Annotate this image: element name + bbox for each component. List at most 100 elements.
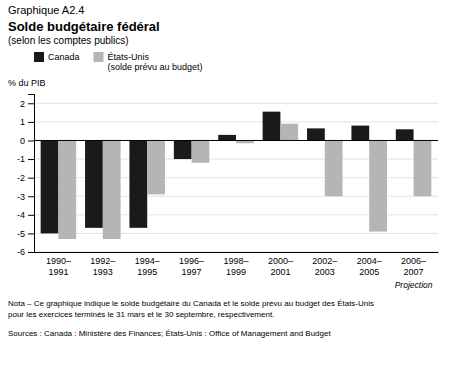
text-line: 2002– [312,256,337,266]
tick: -4 [17,210,34,220]
bar [351,126,369,141]
tick-mark [28,159,34,160]
tick: 1998–1999 [223,256,248,276]
tick-label: -6 [17,247,25,257]
tick: -1 [17,154,34,164]
text-line: États-Unis [108,52,150,62]
tick-mark [28,122,34,123]
text-line: 1993 [93,267,113,277]
tick-label: -2 [17,173,25,183]
zero-line [34,140,438,141]
tick: 2000–2001 [268,256,293,276]
text-line: 1992– [90,256,115,266]
note: Nota – Ce graphique indique le solde bud… [8,299,374,318]
tick: 0 [20,136,34,146]
bar [325,140,343,196]
y-axis: -6-5-4-3-2-1012 [17,95,35,258]
bar-series [41,112,414,234]
text-line: 1999 [226,267,246,277]
axis-line [35,252,439,253]
bars [41,112,432,239]
title: Graphique A2.4 [8,4,84,16]
plot: -6-5-4-3-2-10121990–19911992–19931994–19… [17,95,439,277]
text-line: 2006– [401,256,426,266]
bar [41,140,59,233]
tick: 2006–2007 [401,256,426,276]
bar [129,140,147,227]
x-axis: 1990–1991 1992–1993 1994–1995 1996–1997 1998… [35,253,439,277]
tick-mark [28,103,34,104]
tick-mark [28,215,34,216]
bar [218,135,236,141]
text-line: 1997 [182,267,202,277]
bar [263,112,281,141]
grid [34,103,438,252]
title: Solde budgétaire fédéral [8,19,160,34]
tick-mark [28,178,34,179]
tick: 1994–1995 [135,256,160,276]
grid-line [34,140,438,141]
tick-label: -1 [17,154,25,164]
grid-line [34,233,438,234]
legend-swatch [34,52,44,62]
tick: 2002–2003 [312,256,337,276]
tick-label: 2004–2005 [357,256,382,276]
tick: 1990–1991 [46,256,71,276]
text-line: 1994– [135,256,160,266]
tick-label: 2 [20,99,25,109]
legend: Canada États-Unis(solde prévu au budget) [34,52,203,72]
text-line: 2000– [268,256,293,266]
text-line: 1998– [223,256,248,266]
tick: -5 [17,229,34,239]
text-line: 1991 [48,267,68,277]
bar [414,140,432,196]
tick-label: 1990–1991 [46,256,71,276]
tick-label: 1 [20,117,25,127]
tick: 1996–1997 [179,256,204,276]
text-line: Canada [48,52,80,62]
grid-line [34,103,438,104]
bar-series [58,124,431,239]
bar [369,140,387,231]
tick-mark [28,233,34,234]
tick-label: 1996–1997 [179,256,204,276]
bar [174,140,192,159]
legend-item: États-Unis(solde prévu au budget) [94,52,203,72]
legend-item: Canada [34,52,80,62]
legend-label: États-Unis(solde prévu au budget) [108,52,203,72]
tick: 1992–1993 [90,256,115,276]
tick-label: 2002–2003 [312,256,337,276]
annotation: Projection [395,280,433,290]
axis-line [28,95,35,253]
bar [396,129,414,140]
tick: 2 [20,99,34,109]
text-line: pour les exercices terminés le 31 mars e… [8,310,274,319]
grid-line [34,121,438,122]
text-line: 2004– [357,256,382,266]
tick-label: 2000–2001 [268,256,293,276]
text-line: (solde prévu au budget) [108,62,203,72]
tick-mark [28,140,34,141]
bar [147,140,165,194]
y-axis-title: % du PIB [8,78,46,88]
chart: Graphique A2.4Solde budgétaire fédéral(s… [0,0,450,370]
tick: -6 [17,247,34,257]
bar [307,128,325,140]
tick-mark [28,252,34,253]
text-line: 1990– [46,256,71,266]
tick-label: 0 [20,136,25,146]
bar [192,140,210,162]
text-line: 1996– [179,256,204,266]
tick-label: 1994–1995 [135,256,160,276]
tick-label: 1992–1993 [90,256,115,276]
text-line: 2007 [404,267,424,277]
tick: 1 [20,117,34,127]
bar [103,140,121,239]
tick-label: 1998–1999 [223,256,248,276]
legend-label: Canada [48,52,80,62]
text-line: 1995 [137,267,157,277]
title: (selon les comptes publics) [8,35,129,46]
tick-mark [28,196,34,197]
bar [58,140,76,239]
tick: 2004–2005 [357,256,382,276]
